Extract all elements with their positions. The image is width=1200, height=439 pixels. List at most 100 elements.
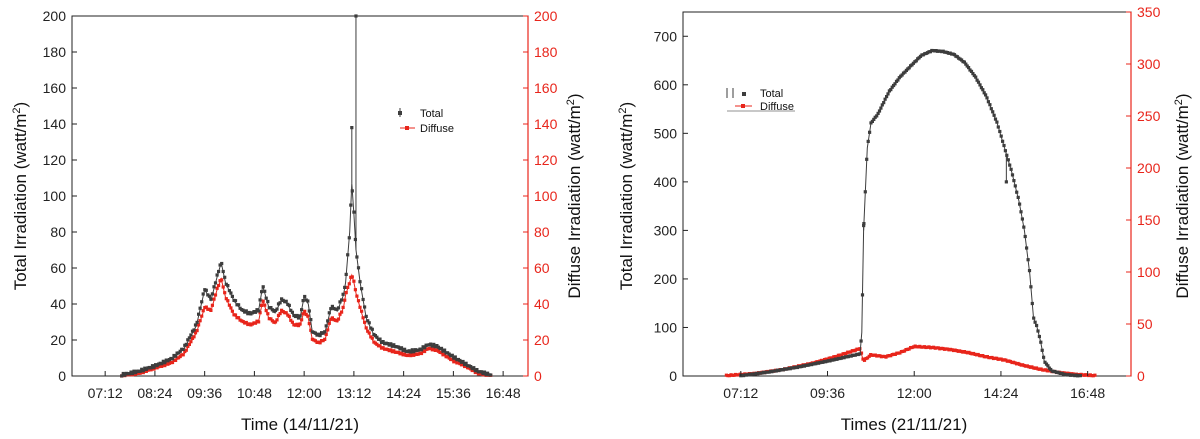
data-point-diffuse bbox=[237, 316, 241, 320]
x-tick-label: 12:00 bbox=[897, 385, 932, 401]
data-point-diffuse bbox=[198, 319, 202, 323]
data-point-total bbox=[313, 331, 317, 335]
data-point-total bbox=[120, 374, 124, 378]
data-point-total bbox=[1044, 362, 1049, 366]
data-point-diffuse bbox=[261, 299, 265, 303]
legend-box bbox=[724, 85, 796, 113]
data-point-total bbox=[979, 86, 983, 90]
data-point-total bbox=[343, 285, 347, 289]
data-point-diffuse bbox=[324, 332, 328, 336]
data-point-total bbox=[893, 82, 897, 86]
data-point-total bbox=[900, 73, 904, 77]
data-point-diffuse bbox=[230, 309, 234, 313]
data-point-diffuse bbox=[223, 291, 227, 295]
data-point-total bbox=[210, 292, 214, 296]
data-point-total bbox=[886, 92, 890, 96]
data-point-total bbox=[378, 337, 382, 341]
right-tick-label: 140 bbox=[534, 116, 558, 132]
data-point-diffuse bbox=[257, 320, 261, 324]
left-axis-label-close: ) bbox=[617, 102, 636, 108]
right-tick-label: 160 bbox=[534, 80, 558, 96]
x-tick-label: 14:24 bbox=[386, 385, 421, 401]
data-point-diffuse bbox=[224, 297, 228, 301]
data-point-diffuse bbox=[344, 291, 348, 295]
data-point-diffuse bbox=[867, 354, 871, 358]
data-point-diffuse bbox=[275, 318, 279, 322]
data-point-total bbox=[200, 300, 204, 304]
data-point-total bbox=[1022, 225, 1026, 229]
right-axis-label: Diffuse Irradiation (watt/m2) bbox=[1173, 93, 1192, 298]
data-point-total bbox=[241, 308, 245, 312]
data-point-total bbox=[212, 285, 216, 289]
data-point-total bbox=[174, 354, 178, 358]
data-point-diffuse bbox=[423, 349, 427, 354]
data-point-diffuse bbox=[258, 311, 262, 315]
data-point-total bbox=[1039, 340, 1043, 344]
data-point-diffuse bbox=[189, 340, 193, 344]
data-point-total bbox=[201, 292, 205, 296]
x-axis-label: Time (14/11/21) bbox=[241, 415, 359, 434]
data-point-diffuse bbox=[197, 323, 201, 327]
data-point-total bbox=[327, 311, 331, 315]
data-point-total bbox=[396, 345, 401, 349]
data-point-diffuse bbox=[347, 282, 351, 286]
left-tick-label: 700 bbox=[654, 28, 678, 44]
data-point-total bbox=[340, 298, 344, 302]
data-point-total bbox=[860, 293, 865, 297]
data-point-total bbox=[329, 307, 333, 311]
data-point-total bbox=[403, 347, 407, 351]
data-point-total bbox=[479, 370, 484, 374]
data-point-total bbox=[489, 373, 493, 377]
data-point-total bbox=[464, 361, 468, 365]
x-tick-label: 15:36 bbox=[436, 385, 471, 401]
data-point-diffuse bbox=[276, 313, 281, 317]
data-point-total bbox=[998, 129, 1002, 134]
data-point-total bbox=[964, 62, 968, 66]
legend-total-marker bbox=[398, 111, 402, 115]
data-point-diffuse bbox=[849, 350, 853, 354]
data-point-total bbox=[419, 348, 424, 352]
data-point-total bbox=[229, 291, 233, 295]
series-total bbox=[120, 14, 493, 378]
data-point-total bbox=[287, 303, 291, 307]
data-point-total bbox=[880, 103, 884, 107]
data-point-diffuse bbox=[340, 310, 344, 314]
data-point-total bbox=[189, 333, 193, 337]
data-point-total bbox=[352, 210, 356, 214]
data-point-total bbox=[1016, 195, 1020, 199]
data-point-total bbox=[323, 330, 327, 334]
data-point-total bbox=[160, 362, 164, 366]
data-point-total bbox=[184, 342, 188, 346]
data-point-total bbox=[346, 253, 350, 257]
data-point-total bbox=[307, 309, 311, 313]
data-point-total bbox=[244, 309, 248, 313]
data-point-total bbox=[858, 352, 862, 356]
data-point-total bbox=[187, 336, 191, 340]
data-point-diffuse bbox=[221, 285, 225, 289]
data-point-diffuse bbox=[367, 331, 371, 335]
left-axis-label-close: ) bbox=[11, 102, 30, 108]
left-axis-label: Total Irradiation (watt/m2) bbox=[11, 102, 30, 290]
data-point-total bbox=[344, 272, 348, 276]
data-point-total bbox=[985, 96, 989, 100]
left-tick-label: 400 bbox=[654, 174, 678, 190]
data-point-total bbox=[877, 109, 882, 113]
data-point-total bbox=[892, 83, 896, 88]
data-point-diffuse bbox=[193, 331, 198, 335]
superscript-2: 2 bbox=[565, 99, 577, 105]
x-tick-label: 10:48 bbox=[237, 385, 272, 401]
data-point-diffuse bbox=[360, 309, 364, 313]
data-point-total bbox=[914, 59, 918, 63]
right-tick-label: 60 bbox=[534, 260, 550, 276]
data-point-total bbox=[1002, 143, 1006, 148]
data-point-total bbox=[978, 83, 982, 87]
right-tick-label: 80 bbox=[534, 224, 550, 240]
data-point-total bbox=[364, 314, 368, 318]
data-point-diffuse bbox=[827, 356, 831, 360]
data-point-total bbox=[472, 366, 476, 370]
right-axis-label-close: ) bbox=[565, 93, 584, 99]
data-point-total bbox=[1035, 323, 1039, 328]
data-point-total bbox=[1010, 173, 1015, 177]
right-tick-label: 0 bbox=[534, 368, 542, 384]
